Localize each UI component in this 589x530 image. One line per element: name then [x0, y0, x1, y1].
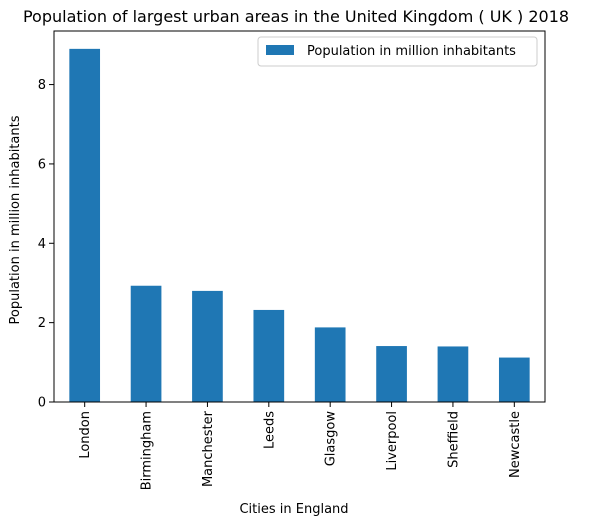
legend-swatch — [266, 45, 294, 55]
x-tick-label: Leeds — [262, 411, 277, 449]
plot-area: London Birmingham Manchester Leeds Glasgow Li… — [38, 30, 546, 490]
y-tick-label: 4 — [38, 237, 46, 252]
bar-liverpool — [376, 346, 407, 402]
y-tick-label: 2 — [38, 316, 46, 331]
x-tick-label: Newcastle — [508, 411, 523, 478]
bar-london — [69, 48, 101, 403]
chart-title: Population of largest urban areas in the… — [23, 7, 569, 26]
bar-birmingham — [130, 285, 162, 402]
x-tick-label: Liverpool — [385, 411, 400, 471]
x-axis-label: Cities in England — [239, 502, 348, 517]
axes-frame — [53, 30, 546, 403]
bar-newcastle — [498, 357, 530, 402]
bar-glasgow — [314, 327, 346, 402]
y-tick-label: 6 — [38, 157, 46, 172]
y-tick-label: 8 — [38, 78, 46, 93]
x-tick-label: Birmingham — [140, 411, 155, 490]
legend: Population in million inhabitants — [257, 36, 538, 67]
y-axis-label: Population in million inhabitants — [8, 115, 23, 324]
bar-sheffield — [437, 346, 469, 402]
x-tick-label: London — [78, 411, 93, 459]
x-tick-label: Glasgow — [324, 411, 339, 467]
bar-leeds — [253, 309, 285, 402]
legend-label: Population in million inhabitants — [307, 44, 516, 59]
x-tick-label: Sheffield — [446, 411, 461, 468]
bar-manchester — [192, 290, 223, 402]
x-tick-label: Manchester — [201, 410, 216, 487]
y-tick-label: 0 — [38, 396, 46, 411]
legend-frame — [257, 36, 538, 67]
